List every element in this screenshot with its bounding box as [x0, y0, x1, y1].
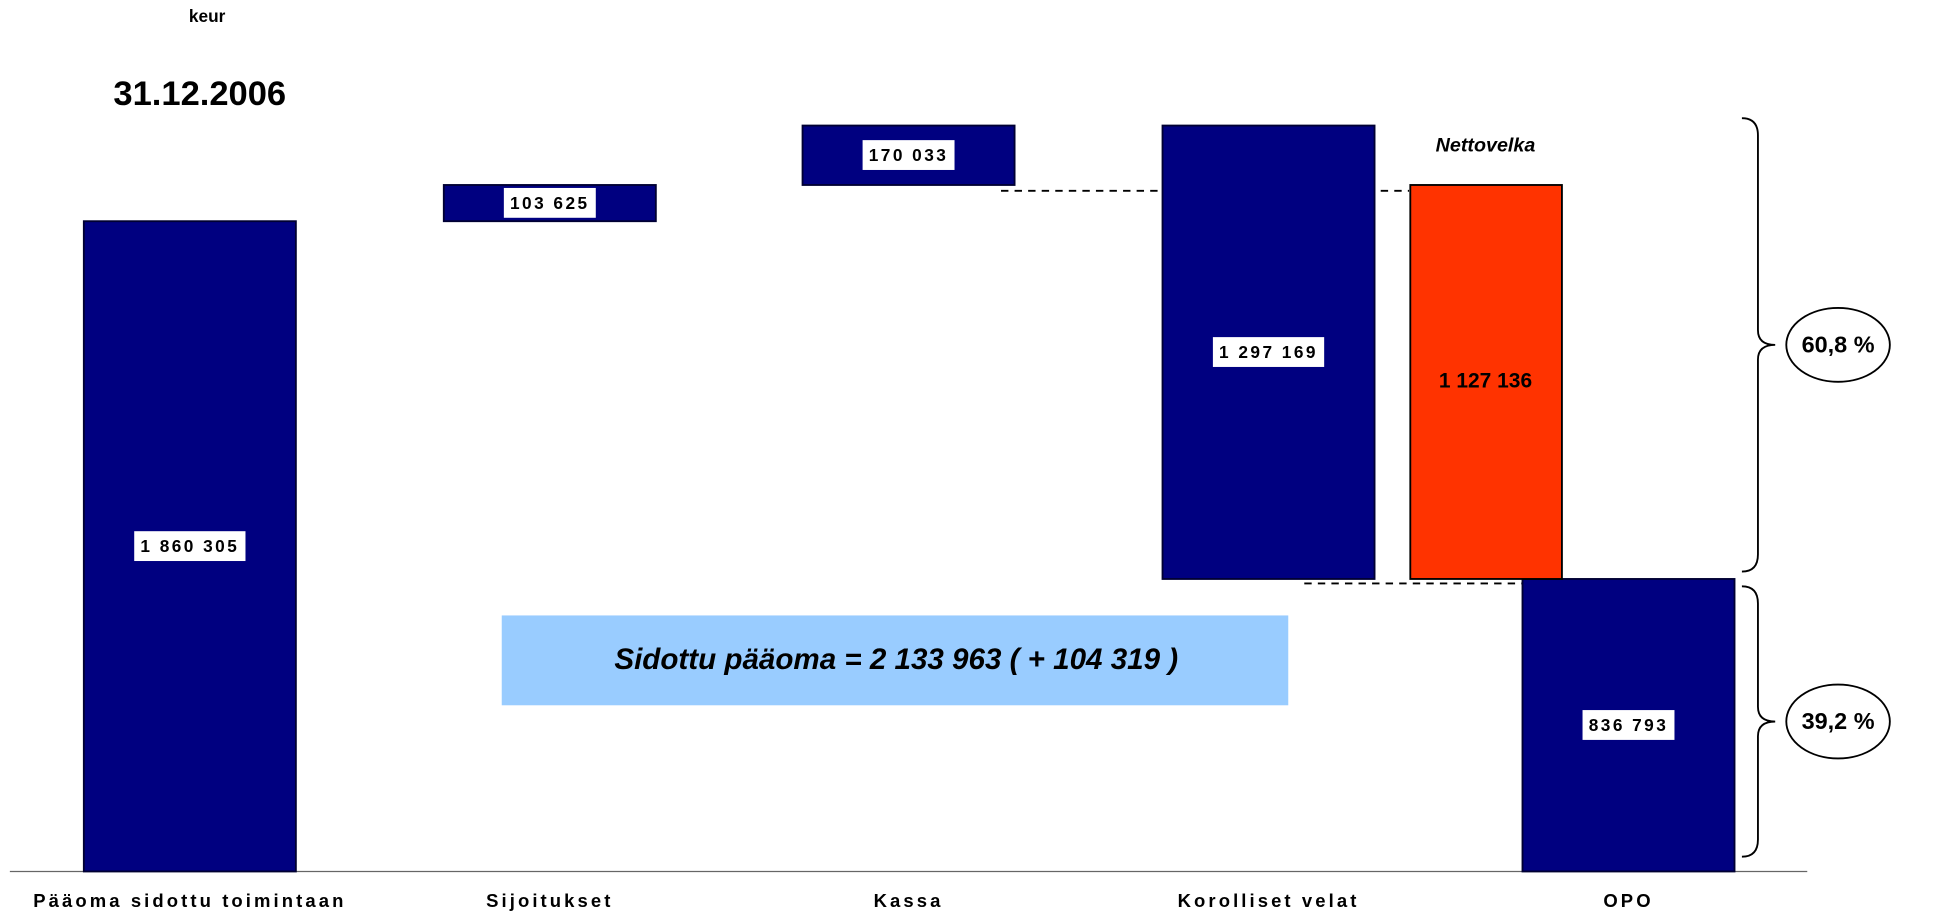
x-tick-label: OPO	[1603, 890, 1653, 911]
share-label: 39,2 %	[1802, 708, 1875, 734]
share-label: 60,8 %	[1802, 331, 1875, 357]
x-tick-label: Korolliset velat	[1178, 890, 1360, 911]
value-label: 103 625	[510, 193, 590, 213]
value-label-box	[1582, 710, 1675, 740]
value-label-box	[1212, 337, 1325, 367]
chart-title: 31.12.2006	[113, 75, 286, 113]
value-label: 170 033	[869, 145, 949, 165]
annotation: Sidottu pääoma = 2 133 963 ( + 104 319 )	[614, 643, 1178, 676]
net-debt-value-label: 1 127 136	[1439, 370, 1532, 393]
share-ellipse	[1785, 307, 1891, 383]
share-bracket	[1741, 117, 1776, 573]
share-ellipse	[1785, 683, 1891, 760]
x-tick-label: Sijoitukset	[486, 890, 613, 911]
value-label-box	[862, 140, 955, 170]
value-label-box	[503, 187, 596, 218]
value-label-box	[134, 531, 246, 562]
net-debt-bar	[1409, 184, 1563, 580]
value-label: 836 793	[1589, 715, 1669, 735]
x-tick-label: Pääoma sidottu toimintaan	[33, 890, 346, 911]
value-label: 1 297 169	[1219, 342, 1318, 362]
x-tick-label: Kassa	[874, 890, 944, 911]
value-label: 1 860 305	[140, 536, 239, 556]
share-bracket	[1741, 585, 1776, 858]
net-debt-label: Nettovelka	[1436, 135, 1536, 157]
unit-label: keur	[189, 6, 226, 26]
annotation-box	[501, 615, 1289, 706]
